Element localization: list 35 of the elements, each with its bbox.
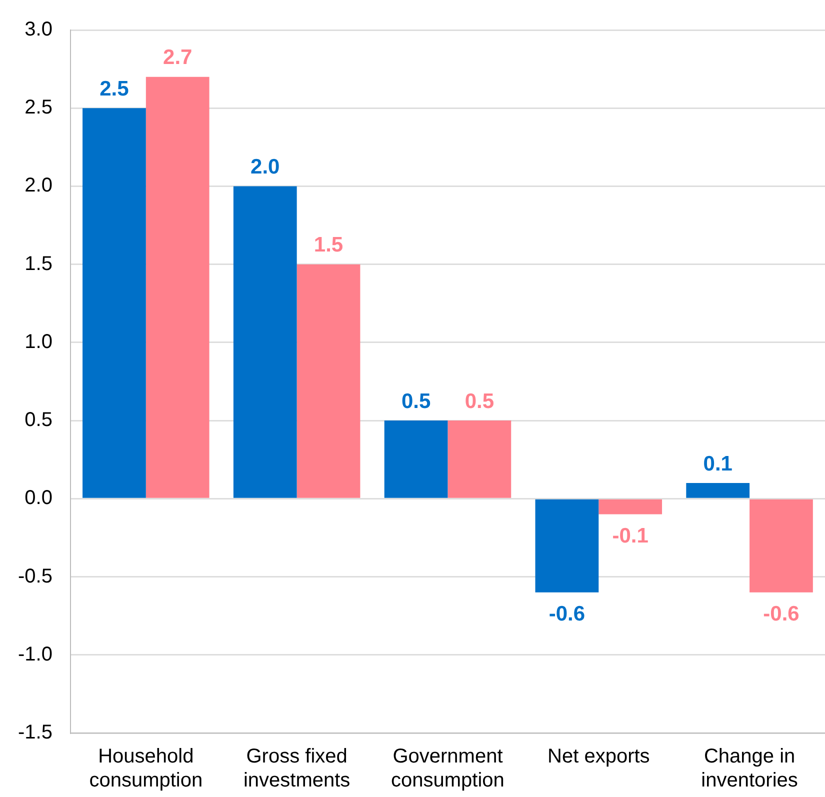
y-tick-label: 1.5 — [24, 252, 52, 275]
data-label: 2.0 — [250, 156, 280, 179]
y-tick-label: 0.0 — [24, 487, 52, 510]
data-label: -0.1 — [612, 524, 649, 548]
y-tick-label: 2.0 — [24, 174, 52, 197]
data-label: 2.5 — [100, 77, 130, 100]
y-tick-label: 0.5 — [24, 409, 52, 432]
bar — [82, 108, 146, 498]
bar — [535, 499, 599, 592]
bar — [296, 264, 360, 498]
bar — [448, 420, 512, 498]
data-label: 0.1 — [703, 452, 733, 476]
y-tick-label: 1.0 — [24, 330, 52, 353]
y-tick-label: -0.5 — [18, 565, 52, 588]
y-tick-label: 3.0 — [24, 18, 52, 41]
x-tick-label: Change in inventories — [701, 746, 798, 792]
data-label: -0.6 — [763, 602, 800, 626]
bar — [750, 499, 813, 592]
data-label: 0.5 — [464, 390, 494, 413]
data-label: 2.7 — [163, 46, 192, 70]
bar — [598, 499, 662, 514]
y-tick-label: -1.5 — [18, 722, 52, 744]
bar — [146, 76, 210, 498]
bar — [384, 420, 448, 498]
x-tick-label: Household consumption — [89, 746, 203, 792]
data-label: 0.5 — [401, 390, 431, 413]
x-tick-label: Government consumption — [391, 746, 504, 792]
data-label: -0.6 — [548, 602, 586, 626]
data-label: 1.5 — [314, 234, 344, 257]
x-tick-label: Gross fixed investments — [243, 746, 350, 792]
bar — [686, 483, 750, 498]
y-tick-label: 2.5 — [24, 96, 52, 119]
x-tick-label: Net exports — [548, 746, 650, 768]
y-tick-label: -1.0 — [18, 643, 52, 666]
bar — [233, 186, 297, 498]
